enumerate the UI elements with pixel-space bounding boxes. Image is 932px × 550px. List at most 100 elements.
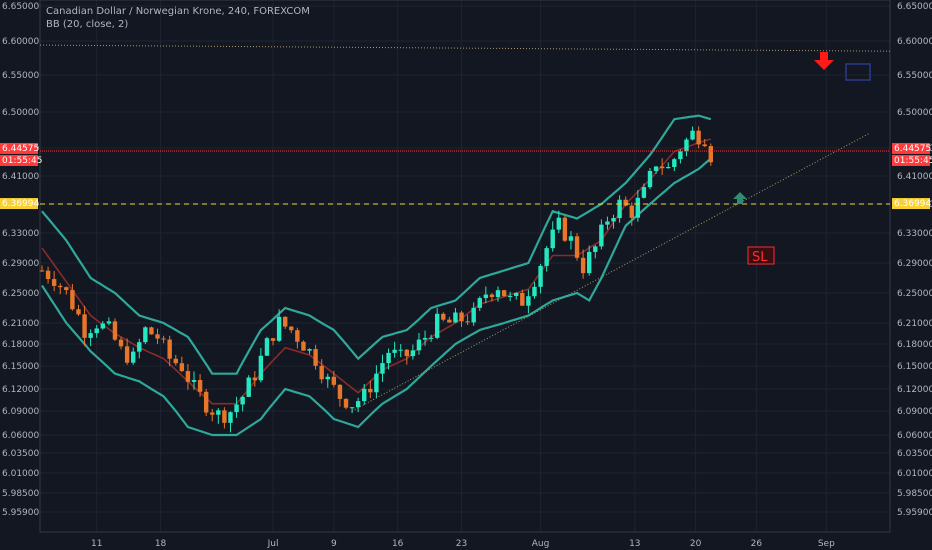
y-tick-label-right: 5.98500 [897, 489, 932, 499]
price-axis[interactable]: 6.65000 6.65000 6.60000 6.60000 6.55000 6.550… [0, 2, 932, 518]
candle-body [234, 404, 239, 413]
x-tick-label: 16 [392, 539, 404, 549]
level-badge-left-bg [0, 198, 38, 210]
candle-body [313, 349, 318, 366]
candle-body [398, 349, 403, 351]
candle-body [404, 349, 409, 357]
candle-body [623, 199, 628, 206]
y-tick-label-left: 6.03500 [2, 449, 39, 459]
candle-body [550, 229, 555, 249]
countdown-badge-right-bg [892, 154, 930, 166]
y-tick-label-right: 6.55000 [897, 71, 932, 81]
trend-line [351, 133, 870, 412]
symbol-title: Canadian Dollar / Norwegian Krone, 240, … [46, 6, 310, 17]
candle-body [161, 338, 166, 340]
candle-body [149, 327, 154, 335]
plot-frame [39, 0, 891, 533]
candle-body [39, 270, 45, 272]
candle-body [453, 312, 458, 323]
x-tick-label: Jul [267, 539, 279, 549]
y-tick-label-left: 6.29000 [2, 259, 39, 269]
candle-body [386, 352, 391, 364]
candle-body [173, 358, 178, 364]
candle-body [228, 412, 233, 423]
candle-body [222, 410, 227, 423]
candle-body [203, 391, 209, 413]
y-tick-label-left: 6.25000 [2, 289, 39, 299]
candle-body [380, 363, 385, 374]
candle-body [611, 218, 616, 222]
candle-body [599, 224, 604, 247]
x-tick-label: 13 [629, 539, 640, 549]
candle-body [252, 377, 257, 381]
arrow-down-shape [814, 52, 834, 70]
y-tick-label-right: 5.95900 [897, 508, 932, 518]
candle-body [684, 139, 689, 152]
sl-box [747, 246, 775, 265]
target-box [845, 63, 871, 81]
y-tick-label-left: 6.60000 [2, 37, 39, 47]
candle-body [647, 170, 653, 188]
candle-body [246, 377, 251, 397]
candle-body [593, 246, 598, 252]
candle-body [155, 334, 160, 339]
y-tick-label-right: 6.60000 [897, 37, 932, 47]
candle-series [39, 126, 713, 433]
candle-body [264, 338, 270, 356]
candle-body [319, 365, 324, 380]
y-tick-label-left: 6.09000 [2, 407, 39, 417]
candle-body [51, 279, 57, 286]
countdown-badge-left-bg [0, 154, 38, 166]
candle-body [659, 166, 665, 169]
candle-body [568, 236, 574, 241]
candle-body [276, 316, 282, 341]
candle-body [708, 146, 713, 163]
chart-legend[interactable]: Canadian Dollar / Norwegian Krone, 240, … [46, 5, 310, 31]
candle-body [477, 298, 482, 308]
candle-body [88, 333, 93, 338]
time-axis[interactable]: 11 18 Jul 9 16 23 Aug 13 20 26 Sep [91, 539, 835, 549]
candle-body [307, 349, 312, 351]
y-tick-label-left: 6.01000 [2, 469, 39, 479]
y-tick-label-right: 6.41000 [897, 172, 932, 182]
candle-body [325, 376, 330, 380]
x-tick-label: Sep [818, 539, 835, 549]
indicator-title: BB (20, close, 2) [46, 19, 129, 30]
candle-body [191, 380, 197, 382]
candle-body [331, 376, 337, 385]
candle-body [70, 290, 75, 310]
candle-body [143, 327, 148, 343]
candle-body [343, 398, 349, 408]
chart-annotations: SL [733, 52, 871, 265]
candle-body [355, 401, 361, 408]
y-tick-label-right: 6.50000 [897, 108, 932, 118]
candle-body [416, 339, 422, 351]
y-tick-label-left: 6.21000 [2, 319, 39, 329]
candle-body [82, 314, 87, 338]
y-tick-label-right: 6.18000 [897, 340, 932, 350]
y-tick-label-right: 6.33000 [897, 229, 932, 239]
candle-body [131, 351, 136, 363]
candle-body [270, 338, 276, 341]
upper-band-line [41, 114, 712, 375]
candle-body [562, 217, 568, 241]
arrow-up-icon [733, 192, 747, 204]
y-tick-label-right: 6.01000 [897, 469, 932, 479]
candle-body [64, 287, 69, 291]
candle-body [76, 309, 81, 315]
price-badge-right-bg [892, 142, 930, 154]
candle-body [696, 130, 701, 145]
price-badge-left-bg [0, 142, 38, 154]
candle-body [137, 342, 142, 352]
candle-body [422, 337, 428, 340]
y-tick-label-left: 5.95900 [2, 508, 39, 518]
candle-body [495, 290, 501, 298]
candle-body [641, 187, 647, 198]
x-tick-label: 18 [155, 539, 167, 549]
candle-body [447, 319, 452, 323]
candle-body [216, 410, 221, 415]
sl-label: SL [752, 250, 768, 265]
resistance-line [39, 44, 891, 52]
y-tick-label-right: 6.03500 [897, 449, 932, 459]
